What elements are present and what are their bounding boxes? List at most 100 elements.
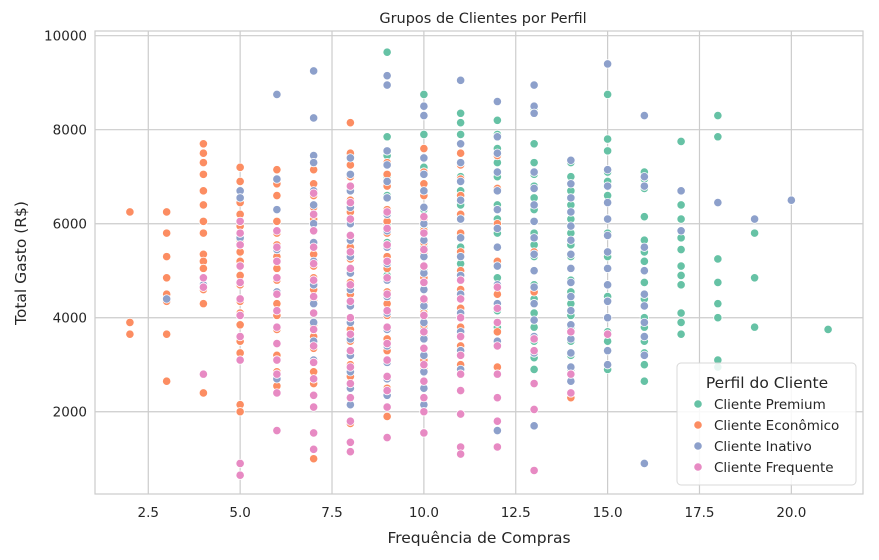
point-cliente-frequente <box>419 244 429 255</box>
data-points <box>125 47 833 480</box>
point-cliente-frequente <box>492 341 502 351</box>
point-cliente-frequente <box>198 369 209 379</box>
point-cliente-inativo <box>309 66 319 76</box>
y-tick-label: 4000 <box>53 311 87 327</box>
point-cliente-inativo <box>529 421 539 431</box>
point-cliente-frequente <box>529 334 539 344</box>
point-cliente-premium <box>529 139 539 149</box>
point-cliente-frequente <box>382 402 392 412</box>
point-cliente-inativo <box>566 221 576 231</box>
point-cliente-inativo <box>639 242 649 252</box>
point-cliente-frequente <box>272 388 282 398</box>
point-cliente-frequente <box>345 346 355 356</box>
point-cliente-economico <box>456 148 466 158</box>
legend-box <box>676 362 857 486</box>
point-cliente-economico <box>419 143 429 154</box>
point-cliente-economico <box>198 388 209 398</box>
point-cliente-frequente <box>309 324 319 335</box>
point-cliente-inativo <box>603 230 613 241</box>
point-cliente-inativo <box>603 313 613 323</box>
point-cliente-frequente <box>566 388 576 398</box>
point-cliente-frequente <box>382 306 392 316</box>
point-cliente-inativo <box>603 263 613 273</box>
legend-marker-cliente-premium <box>693 399 703 409</box>
point-cliente-premium <box>676 244 686 255</box>
legend: Perfil do Cliente Cliente PremiumCliente… <box>676 362 857 486</box>
point-cliente-inativo <box>345 169 355 179</box>
point-cliente-frequente <box>309 226 319 236</box>
point-cliente-premium <box>823 324 833 335</box>
legend-label-cliente-economico: Cliente Econômico <box>714 418 839 434</box>
point-cliente-frequente <box>309 390 319 400</box>
point-cliente-inativo <box>529 299 539 309</box>
point-cliente-inativo <box>456 252 466 262</box>
point-cliente-inativo <box>456 214 466 224</box>
point-cliente-inativo <box>235 193 245 203</box>
point-cliente-premium <box>492 115 502 125</box>
point-cliente-frequente <box>198 273 209 283</box>
point-cliente-economico <box>198 139 209 149</box>
point-cliente-economico <box>162 273 172 283</box>
point-cliente-economico <box>198 299 209 309</box>
point-cliente-inativo <box>492 223 502 234</box>
point-cliente-inativo <box>492 167 502 177</box>
point-cliente-premium <box>676 280 686 290</box>
point-cliente-premium <box>713 254 723 264</box>
point-cliente-frequente <box>235 470 245 480</box>
point-cliente-frequente <box>345 296 355 306</box>
point-cliente-inativo <box>566 291 576 302</box>
point-cliente-frequente <box>382 432 392 443</box>
point-cliente-frequente <box>345 214 355 224</box>
point-cliente-frequente <box>345 393 355 403</box>
point-cliente-frequente <box>345 362 355 372</box>
point-cliente-frequente <box>272 425 282 436</box>
point-cliente-frequente <box>235 228 245 238</box>
point-cliente-frequente <box>272 289 282 299</box>
point-cliente-inativo <box>566 207 576 217</box>
point-cliente-frequente <box>382 240 392 250</box>
point-cliente-economico <box>272 165 282 175</box>
legend-marker-cliente-frequente <box>693 462 703 472</box>
point-cliente-premium <box>529 364 539 375</box>
point-cliente-frequente <box>309 242 319 252</box>
point-cliente-frequente <box>419 310 429 320</box>
point-cliente-frequente <box>309 291 319 302</box>
point-cliente-frequente <box>419 261 429 271</box>
point-cliente-economico <box>198 169 209 179</box>
point-cliente-premium <box>676 214 686 224</box>
gridlines <box>95 31 863 494</box>
point-cliente-economico <box>162 376 172 386</box>
point-cliente-frequente <box>309 444 319 454</box>
x-tick-label: 2.5 <box>138 505 159 521</box>
point-cliente-frequente <box>309 374 319 384</box>
point-cliente-frequente <box>345 378 355 389</box>
y-tick-label: 10000 <box>44 29 87 45</box>
point-cliente-frequente <box>309 357 319 367</box>
point-cliente-inativo <box>639 350 649 360</box>
point-cliente-frequente <box>309 402 319 412</box>
point-cliente-frequente <box>272 242 282 252</box>
y-tick-label: 8000 <box>53 123 87 139</box>
x-axis-label: Frequência de Compras <box>387 529 570 547</box>
point-cliente-frequente <box>456 331 466 342</box>
point-cliente-frequente <box>309 341 319 351</box>
point-cliente-economico <box>235 162 245 172</box>
point-cliente-economico <box>235 407 245 417</box>
point-cliente-premium <box>639 277 649 288</box>
point-cliente-inativo <box>382 71 392 81</box>
point-cliente-frequente <box>345 280 355 290</box>
x-tick-label: 17.5 <box>684 505 714 521</box>
point-cliente-frequente <box>529 465 539 476</box>
legend-title: Perfil do Cliente <box>706 374 828 392</box>
point-cliente-inativo <box>529 108 539 118</box>
point-cliente-economico <box>492 327 502 337</box>
legend-marker-cliente-inativo <box>693 441 703 451</box>
point-cliente-frequente <box>272 369 282 379</box>
point-cliente-inativo <box>603 346 613 356</box>
point-cliente-frequente <box>456 449 466 459</box>
point-cliente-frequente <box>529 378 539 389</box>
point-cliente-frequente <box>309 275 319 285</box>
point-cliente-frequente <box>345 437 355 447</box>
point-cliente-inativo <box>382 176 392 187</box>
